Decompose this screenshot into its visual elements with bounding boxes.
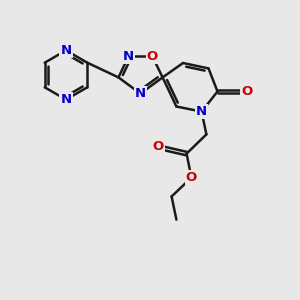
Text: N: N bbox=[196, 105, 207, 118]
Text: O: O bbox=[153, 140, 164, 153]
Text: N: N bbox=[123, 50, 134, 63]
Text: N: N bbox=[60, 44, 72, 57]
Text: N: N bbox=[135, 87, 146, 100]
Text: O: O bbox=[147, 50, 158, 63]
Text: N: N bbox=[60, 93, 72, 106]
Text: O: O bbox=[241, 85, 253, 98]
Text: O: O bbox=[186, 171, 197, 184]
